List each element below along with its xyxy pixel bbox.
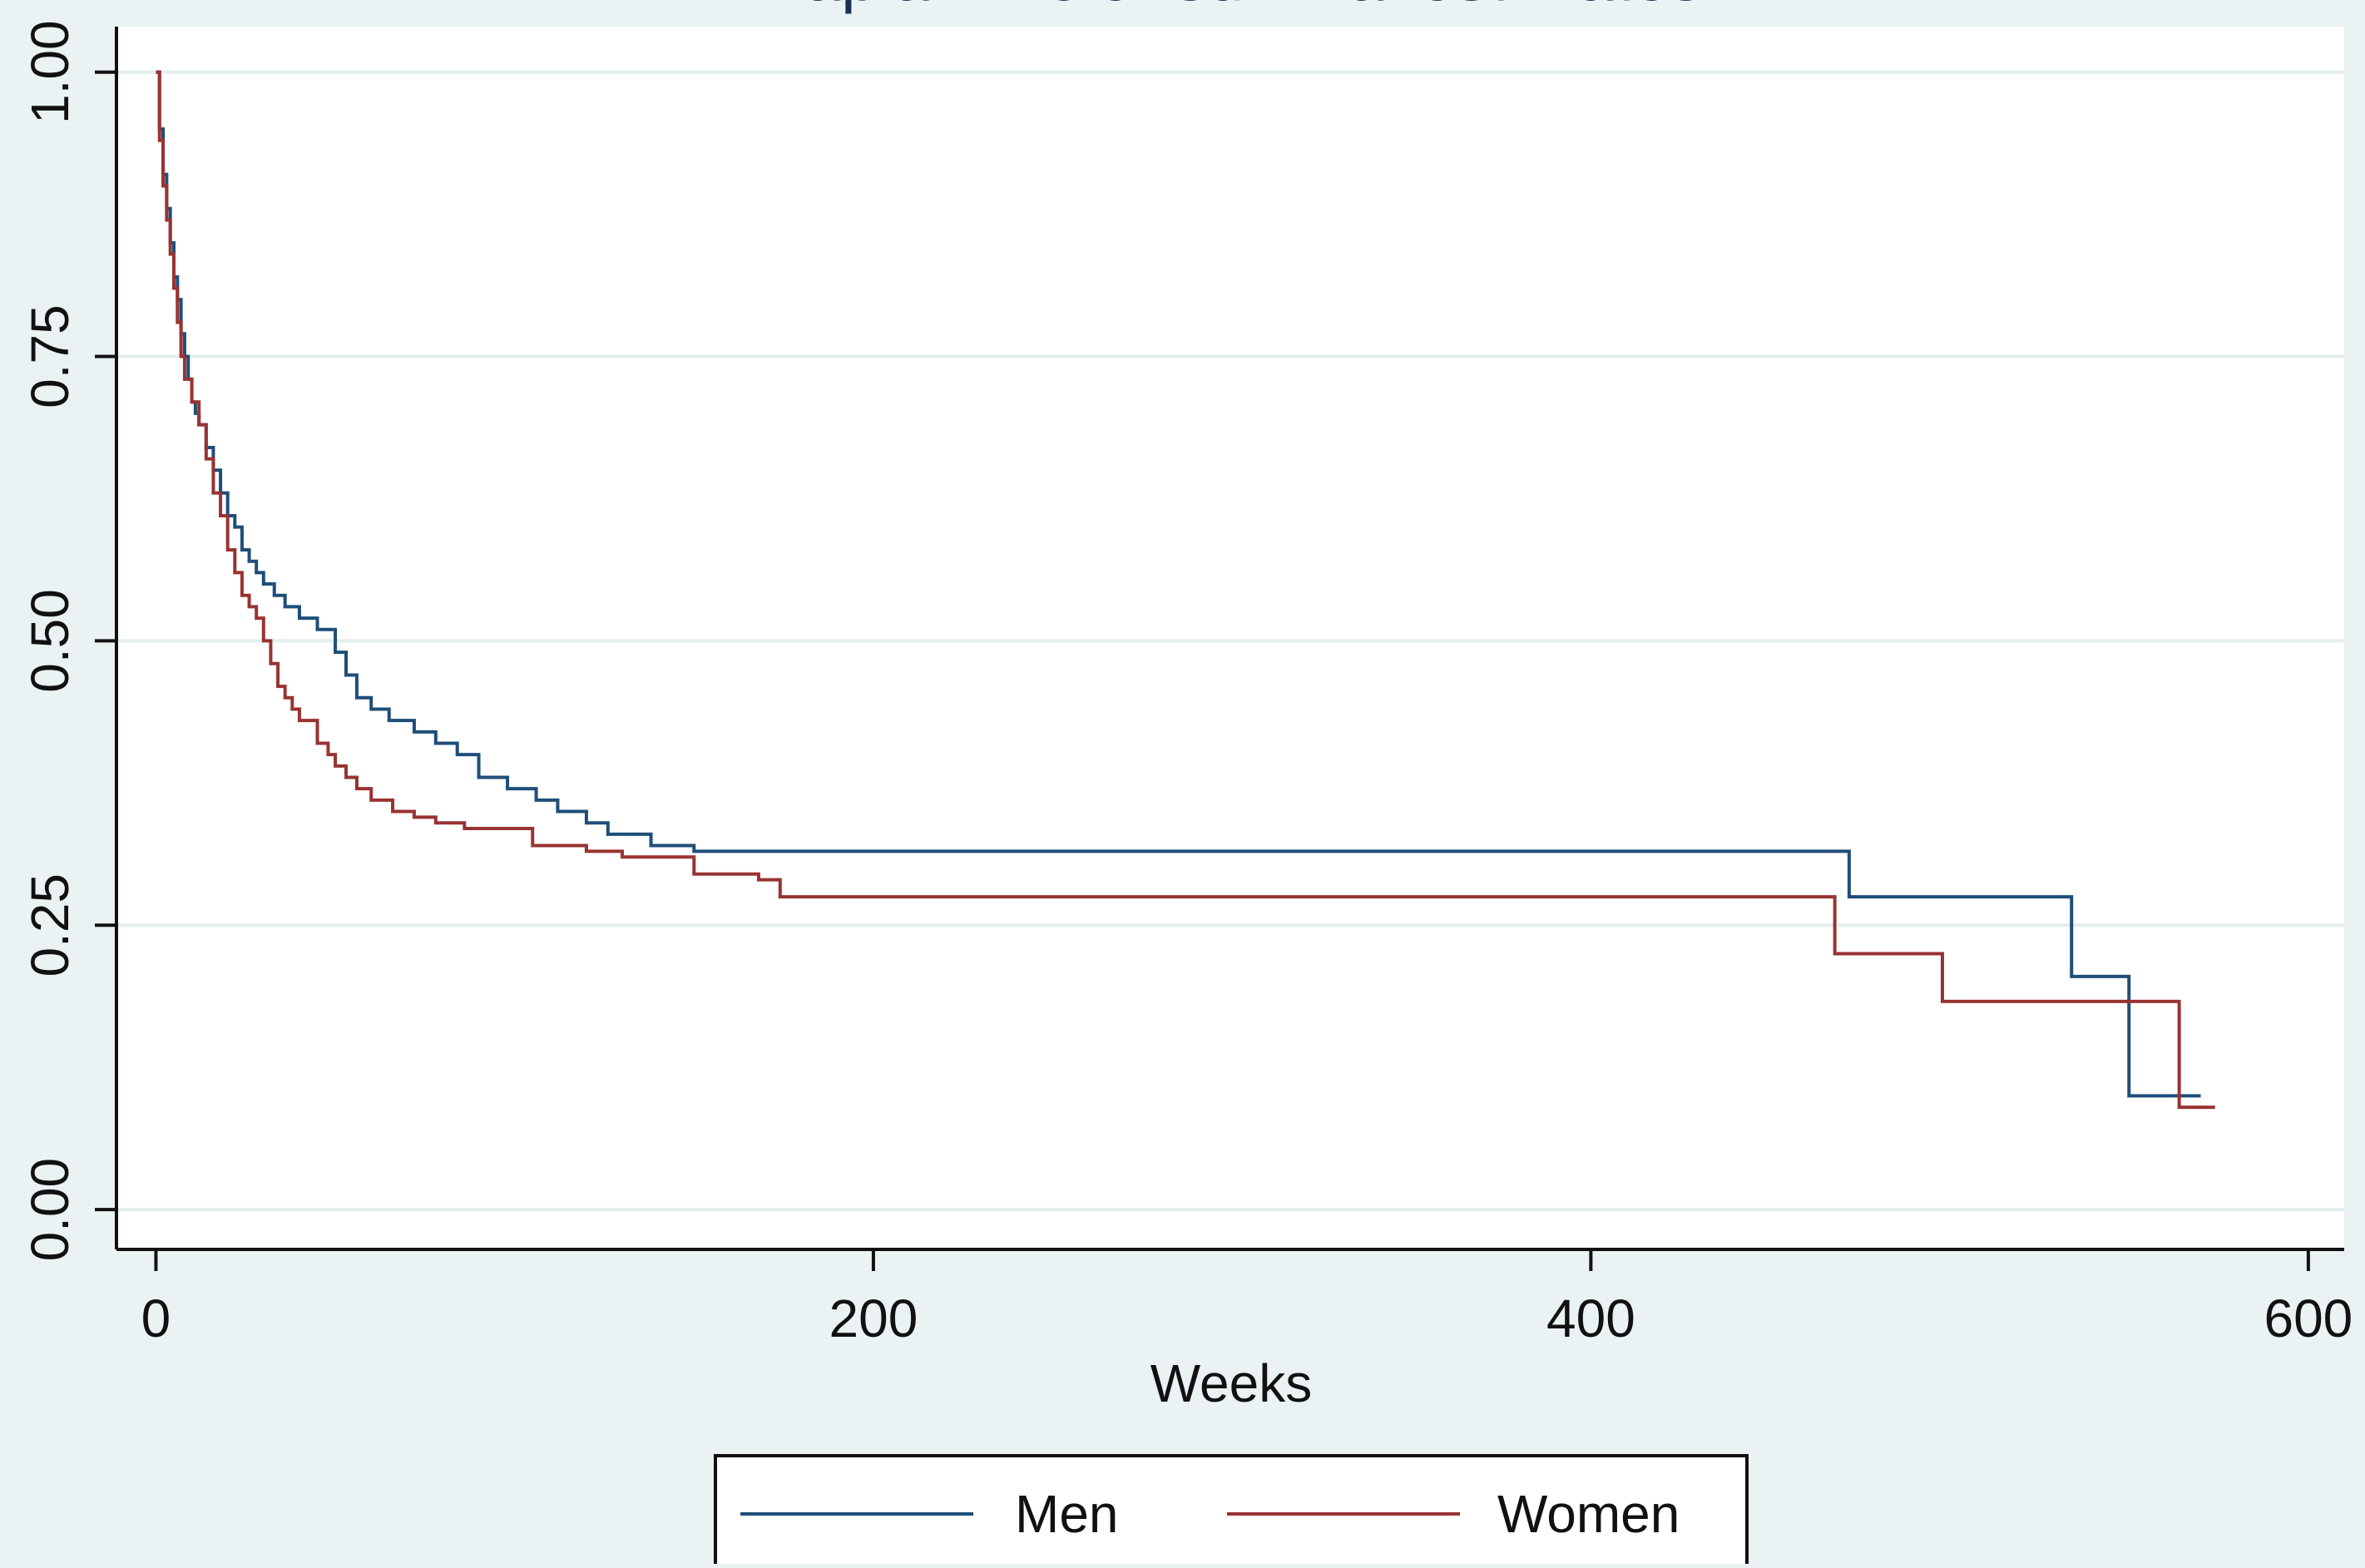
y-tick-label: 1.00 (20, 20, 80, 124)
x-tick-label: 600 (2264, 1289, 2353, 1348)
gridlines (116, 70, 2344, 1212)
chart-title: Kaplan-Meier survival estimates (759, 0, 1703, 14)
x-tick-label: 200 (829, 1289, 918, 1348)
legend-label-women: Women (1497, 1484, 1680, 1544)
x-tick-label: 400 (1546, 1289, 1635, 1348)
plot-area (116, 27, 2344, 1249)
x-tick-label: 0 (141, 1289, 171, 1348)
y-tick-label: 0.00 (20, 1158, 80, 1262)
series-line-men (156, 70, 2201, 1098)
legend: Men Women (714, 1454, 1749, 1568)
legend-box (714, 1454, 1749, 1568)
y-tick-label: 0.75 (20, 304, 80, 408)
legend-label-men: Men (1015, 1484, 1119, 1544)
series-lines (156, 70, 2215, 1110)
y-tick-label: 0.25 (20, 873, 80, 977)
x-axis-label: Weeks (1150, 1353, 1312, 1413)
y-tick-label: 0.50 (20, 589, 80, 693)
axes: 0.00 0.25 0.50 0.75 1.00 0 200 400 600 (20, 20, 2353, 1348)
series-line-women (156, 70, 2215, 1110)
